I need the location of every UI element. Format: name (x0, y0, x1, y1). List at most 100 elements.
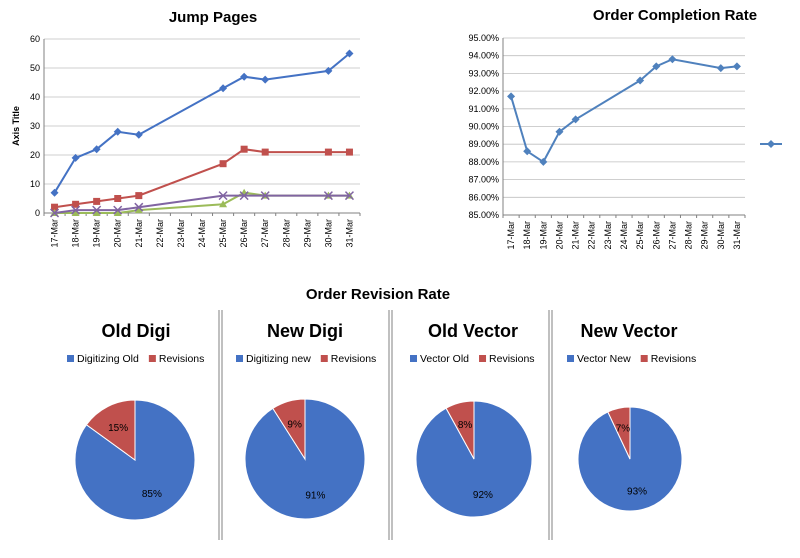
data-point-1-0-3 (555, 127, 564, 136)
pie-legend-swatch-1-1 (320, 355, 328, 362)
x-tick-label-1-2: 19-Mar (538, 221, 548, 250)
completion-rate-title: Order Completion Rate (593, 7, 757, 24)
x-tick-label-0-4: 21-Mar (134, 219, 144, 248)
pie-legend-swatch-2-1 (479, 355, 487, 362)
data-point-1-0-8 (716, 64, 725, 73)
y-tick-label-0-2: 20 (30, 150, 40, 160)
pie-title-old-digi: Old Digi (102, 321, 171, 341)
pie-slice-1-1 (272, 398, 306, 461)
data-point-1-0-1 (523, 147, 532, 156)
line-chart-1: 85.00% 86.00% 87.00% 88.00% 89.00% 90.00% 91.0… (468, 33, 782, 250)
jump-pages-y-axis-label: Axis Title (11, 106, 21, 146)
pie-legend-label-2-1: Revisions (489, 353, 535, 365)
data-point-0-2-5 (219, 200, 228, 208)
data-point-0-3-3 (113, 205, 123, 215)
data-point-0-1-8 (324, 148, 332, 156)
x-tick-label-0-2: 19-Mar (92, 219, 102, 248)
data-point-1-0-4 (571, 115, 580, 124)
pie-title-old-vector: Old Vector (428, 321, 518, 341)
pie-legend-swatch-2-0 (410, 355, 417, 362)
legend-marker-1 (767, 140, 775, 148)
x-tick-label-1-4: 21-Mar (571, 221, 581, 250)
pie-data-label-1-0: 91% (305, 491, 325, 502)
y-tick-label-0-6: 60 (30, 34, 40, 44)
y-tick-label-0-0: 0 (35, 208, 40, 218)
pie-legend-label-0-0: Digitizing Old (77, 353, 139, 365)
y-tick-label-0-5: 50 (30, 63, 40, 73)
data-point-1-0-6 (652, 62, 661, 71)
data-point-0-1-2 (93, 197, 101, 205)
pie-legend-swatch-1-0 (236, 355, 243, 362)
x-tick-label-1-13: 30-Mar (716, 221, 726, 250)
data-point-0-0-7 (261, 75, 270, 84)
data-point-0-1-4 (135, 192, 143, 200)
data-point-1-0-2 (539, 157, 548, 166)
x-tick-label-1-10: 27-Mar (667, 221, 677, 250)
pie-slice-0-1 (85, 399, 136, 461)
pie-legend-label-2-0: Vector Old (420, 353, 469, 365)
x-tick-label-0-8: 25-Mar (218, 219, 228, 248)
data-point-0-0-0 (50, 188, 59, 197)
pie-legend-swatch-3-1 (640, 355, 648, 362)
y-tick-label-1-6: 91.00% (468, 104, 499, 114)
series-line-0-0 (53, 52, 351, 194)
pie-chart-1: 91% 9% Digitizing new Revisions (236, 353, 376, 520)
x-tick-label-1-6: 23-Mar (603, 221, 613, 250)
pie-data-label-2-0: 92% (473, 490, 493, 501)
x-tick-label-0-0: 17-Mar (50, 219, 60, 248)
x-tick-label-0-6: 23-Mar (176, 219, 186, 248)
x-tick-label-0-1: 18-Mar (71, 219, 81, 248)
y-tick-label-1-9: 94.00% (468, 51, 499, 61)
pie-legend-label-0-1: Revisions (159, 353, 205, 365)
data-point-0-1-3 (114, 195, 122, 202)
pie-data-label-3-0: 93% (627, 486, 647, 497)
data-point-1-0-7 (668, 55, 677, 64)
x-tick-label-1-1: 18-Mar (522, 221, 532, 250)
data-point-0-2-1 (71, 209, 80, 216)
series-line-0-1 (54, 148, 350, 209)
x-tick-label-0-7: 24-Mar (197, 219, 207, 248)
x-tick-label-0-10: 27-Mar (260, 219, 270, 248)
pie-chart-3: 93% 7% Vector New Revisions (567, 353, 696, 512)
pie-chart-0: 85% 15% Digitizing Old Revisions (67, 353, 205, 521)
data-point-0-1-5 (219, 160, 227, 168)
data-point-0-3-8 (323, 191, 333, 201)
x-tick-label-1-0: 17-Mar (506, 221, 516, 250)
data-point-0-3-4 (134, 202, 144, 212)
x-tick-label-0-13: 30-Mar (323, 219, 333, 248)
data-point-0-2-3 (113, 209, 122, 216)
y-tick-label-1-3: 88.00% (468, 157, 499, 167)
data-point-0-2-4 (134, 206, 143, 214)
pie-data-label-1-1: 9% (287, 419, 302, 430)
data-point-0-3-9 (344, 191, 354, 201)
x-tick-label-0-11: 28-Mar (281, 219, 291, 248)
data-point-0-1-1 (72, 200, 80, 208)
x-tick-label-1-11: 28-Mar (684, 221, 694, 250)
series-line-0-3 (54, 194, 350, 214)
pie-title-new-vector: New Vector (580, 321, 677, 341)
pie-slice-3-1 (607, 406, 631, 460)
data-point-0-1-9 (345, 148, 353, 156)
pie-data-label-0-0: 85% (142, 489, 162, 500)
y-tick-label-1-7: 92.00% (468, 86, 499, 96)
pie-title-new-digi: New Digi (267, 321, 343, 341)
y-tick-label-1-1: 86.00% (468, 192, 499, 202)
series-line-1-0 (510, 58, 738, 164)
data-point-0-2-2 (92, 209, 101, 216)
pie-legend-label-3-0: Vector New (577, 353, 631, 365)
pie-legend-swatch-3-0 (567, 355, 574, 362)
data-point-0-3-2 (92, 205, 102, 215)
y-tick-label-1-0: 85.00% (468, 210, 499, 220)
y-tick-label-1-10: 95.00% (468, 33, 499, 43)
x-tick-label-0-14: 31-Mar (344, 219, 354, 248)
data-point-1-0-5 (636, 76, 645, 85)
data-point-0-3-1 (71, 205, 81, 215)
data-point-0-3-6 (239, 191, 249, 201)
pie-slice-0-0 (74, 399, 196, 521)
data-point-0-3-7 (260, 191, 270, 201)
x-tick-label-1-9: 26-Mar (651, 221, 661, 250)
y-tick-label-0-1: 10 (30, 179, 40, 189)
data-point-0-1-0 (51, 203, 59, 211)
pie-data-label-3-1: 7% (616, 424, 631, 435)
